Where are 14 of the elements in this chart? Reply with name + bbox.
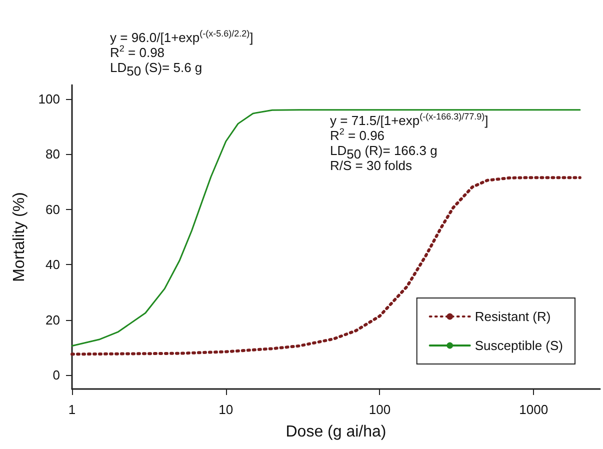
x-axis-title: Dose (g ai/ha) [286,424,386,440]
y-tick-label: 100 [38,91,60,106]
x-tick-label: 1000 [519,402,548,417]
y-tick-label: 80 [46,146,60,162]
x-tick-label: 10 [218,402,234,417]
y-tick-label: 60 [46,202,60,217]
y-tick-label: 40 [46,257,60,272]
y-axis-title: Mortality (%) [10,192,28,282]
y-tick-label: 0 [52,368,60,383]
y-tick-label: 20 [46,312,60,328]
x-tick-label: 1 [68,402,76,417]
legend-label: Resistant (R) [474,309,551,324]
x-tick-label: 100 [368,402,391,417]
legend-label: Susceptible (S) [474,338,564,353]
